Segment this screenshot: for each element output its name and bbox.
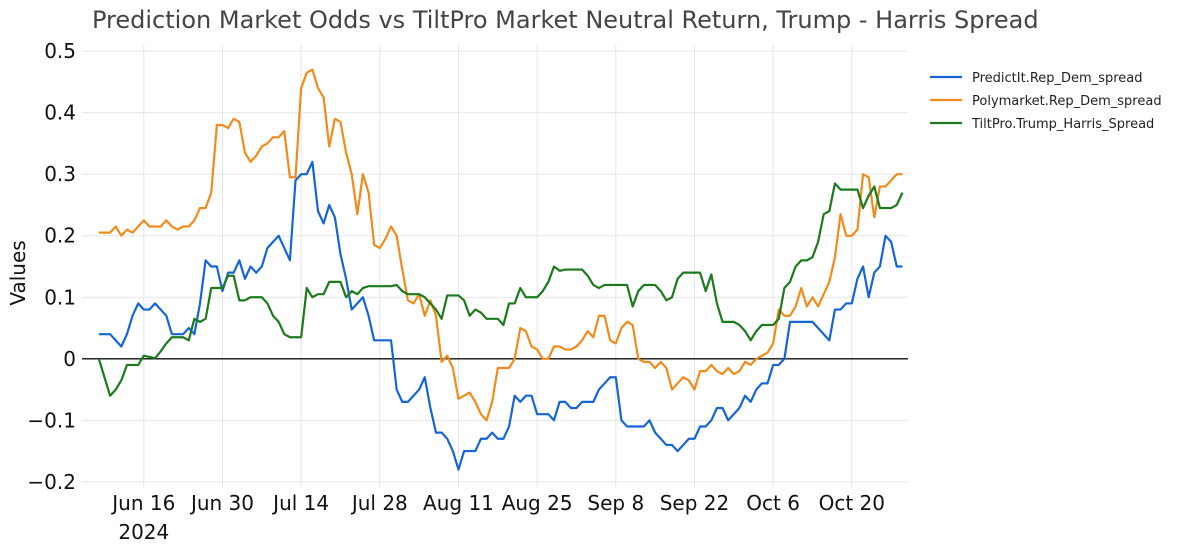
x-tick-label: Aug 11 xyxy=(423,491,494,515)
y-tick-label: 0 xyxy=(63,347,76,371)
x-tick-label: Jul 28 xyxy=(350,491,408,515)
x-tick-label: Jun 30 xyxy=(189,491,254,515)
y-tick-label: −0.1 xyxy=(27,408,76,432)
legend[interactable]: PredictIt.Rep_Dem_spread Polymarket.Rep_D… xyxy=(930,71,1162,132)
y-tick-label: 0.4 xyxy=(44,101,76,125)
y-axis-ticks: 0.5 0.4 0.3 0.2 0.1 0 −0.1 −0.2 xyxy=(27,39,76,494)
legend-label: PredictIt.Rep_Dem_spread xyxy=(972,71,1143,86)
legend-label: Polymarket.Rep_Dem_spread xyxy=(972,94,1162,109)
y-tick-label: 0.1 xyxy=(44,285,76,309)
x-axis-ticks: Jun 16 Jun 30 Jul 14 Jul 28 Aug 11 Aug 25 Sep … xyxy=(110,491,885,544)
series-line-1 xyxy=(98,160,903,471)
series-line-2 xyxy=(98,68,903,422)
y-axis-label: Values xyxy=(6,240,30,305)
x-tick-label: Sep 8 xyxy=(587,491,644,515)
x-tick-label: Jul 14 xyxy=(271,491,329,515)
legend-item[interactable]: Polymarket.Rep_Dem_spread xyxy=(930,94,1162,109)
series-lines xyxy=(97,68,904,471)
y-tick-label: −0.2 xyxy=(27,470,76,494)
series-line-3 xyxy=(97,182,904,397)
x-tick-label: Aug 25 xyxy=(502,491,573,515)
y-tick-label: 0.5 xyxy=(44,39,76,63)
chart-title: Prediction Market Odds vs TiltPro Market… xyxy=(92,6,1039,34)
y-tick-label: 0.2 xyxy=(44,224,76,248)
x-year-label: 2024 xyxy=(118,520,169,544)
x-tick-label: Sep 22 xyxy=(660,491,730,515)
legend-item[interactable]: PredictIt.Rep_Dem_spread xyxy=(930,71,1143,86)
legend-label: TiltPro.Trump_Harris_Spread xyxy=(971,117,1154,132)
legend-item[interactable]: TiltPro.Trump_Harris_Spread xyxy=(930,117,1154,132)
y-tick-label: 0.3 xyxy=(44,162,76,186)
x-tick-label: Jun 16 xyxy=(110,491,175,515)
x-tick-label: Oct 6 xyxy=(746,491,800,515)
x-tick-label: Oct 20 xyxy=(819,491,885,515)
